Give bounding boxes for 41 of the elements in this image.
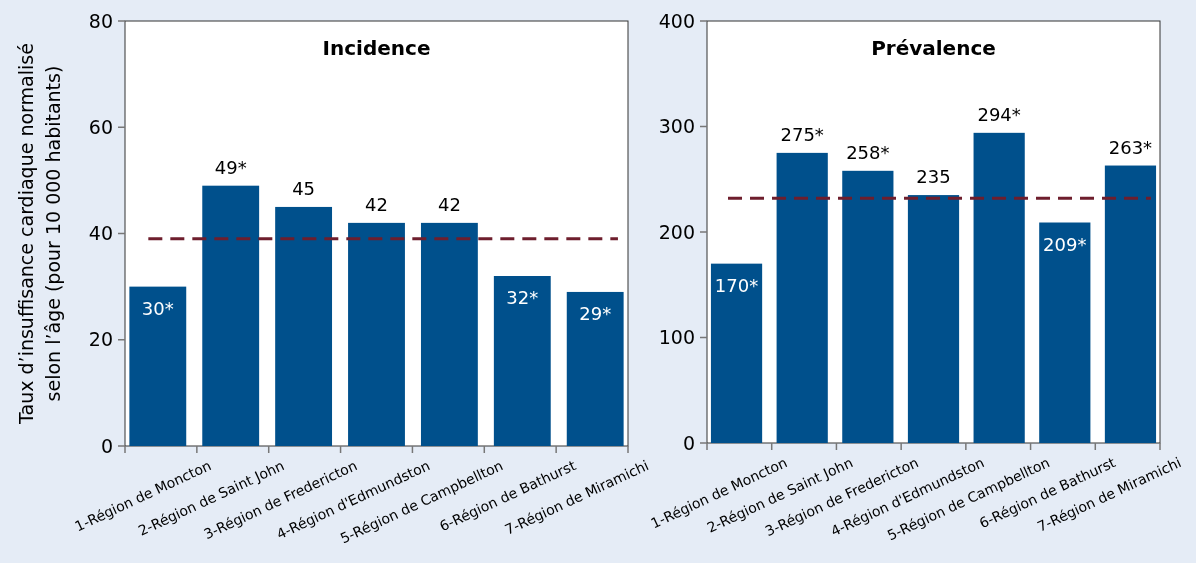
data-label: 30* (141, 297, 174, 319)
y-tick-label: 0 (100, 434, 113, 457)
y-tick-label: 0 (682, 431, 695, 454)
bar (710, 263, 763, 443)
bar (973, 132, 1025, 443)
bar (493, 276, 551, 446)
data-label: 29* (579, 302, 612, 324)
bar (275, 206, 333, 446)
bar (842, 170, 894, 443)
y-axis-title: Taux d’insuffisance cardiaque normalisé selon l’âge (pour 10 000 habitants) (15, 43, 64, 425)
data-label: 42 (365, 193, 388, 215)
data-label: 170* (714, 274, 759, 296)
bar (202, 185, 260, 446)
data-label: 294* (977, 103, 1021, 125)
bar (907, 195, 960, 443)
y-tick-label: 100 (658, 326, 695, 349)
y-tick-label: 60 (88, 115, 113, 138)
y-tick-label: 80 (88, 9, 113, 32)
y-tick-label: 40 (88, 222, 113, 245)
bar (776, 152, 828, 443)
bar (1039, 222, 1091, 443)
y-tick-label: 400 (658, 9, 695, 32)
data-label: 275* (780, 123, 824, 145)
bar (129, 286, 187, 446)
data-label: 45 (292, 177, 316, 199)
text: Prévalence (871, 36, 996, 60)
data-label: 235 (916, 166, 951, 188)
y-tick-label: 20 (88, 328, 113, 351)
text: Incidence (322, 36, 431, 60)
bar (420, 222, 478, 446)
data-label: 49* (214, 156, 247, 178)
y-tick-label: 200 (658, 220, 695, 243)
y-tick-label: 300 (658, 115, 695, 138)
data-label: 209* (1043, 233, 1087, 255)
data-label: 263* (1108, 136, 1153, 158)
bar (566, 291, 624, 446)
bar (348, 222, 405, 446)
data-label: 258* (846, 141, 890, 163)
data-label: 32* (506, 287, 539, 308)
data-label: 42 (437, 193, 461, 215)
bar (1104, 165, 1157, 443)
